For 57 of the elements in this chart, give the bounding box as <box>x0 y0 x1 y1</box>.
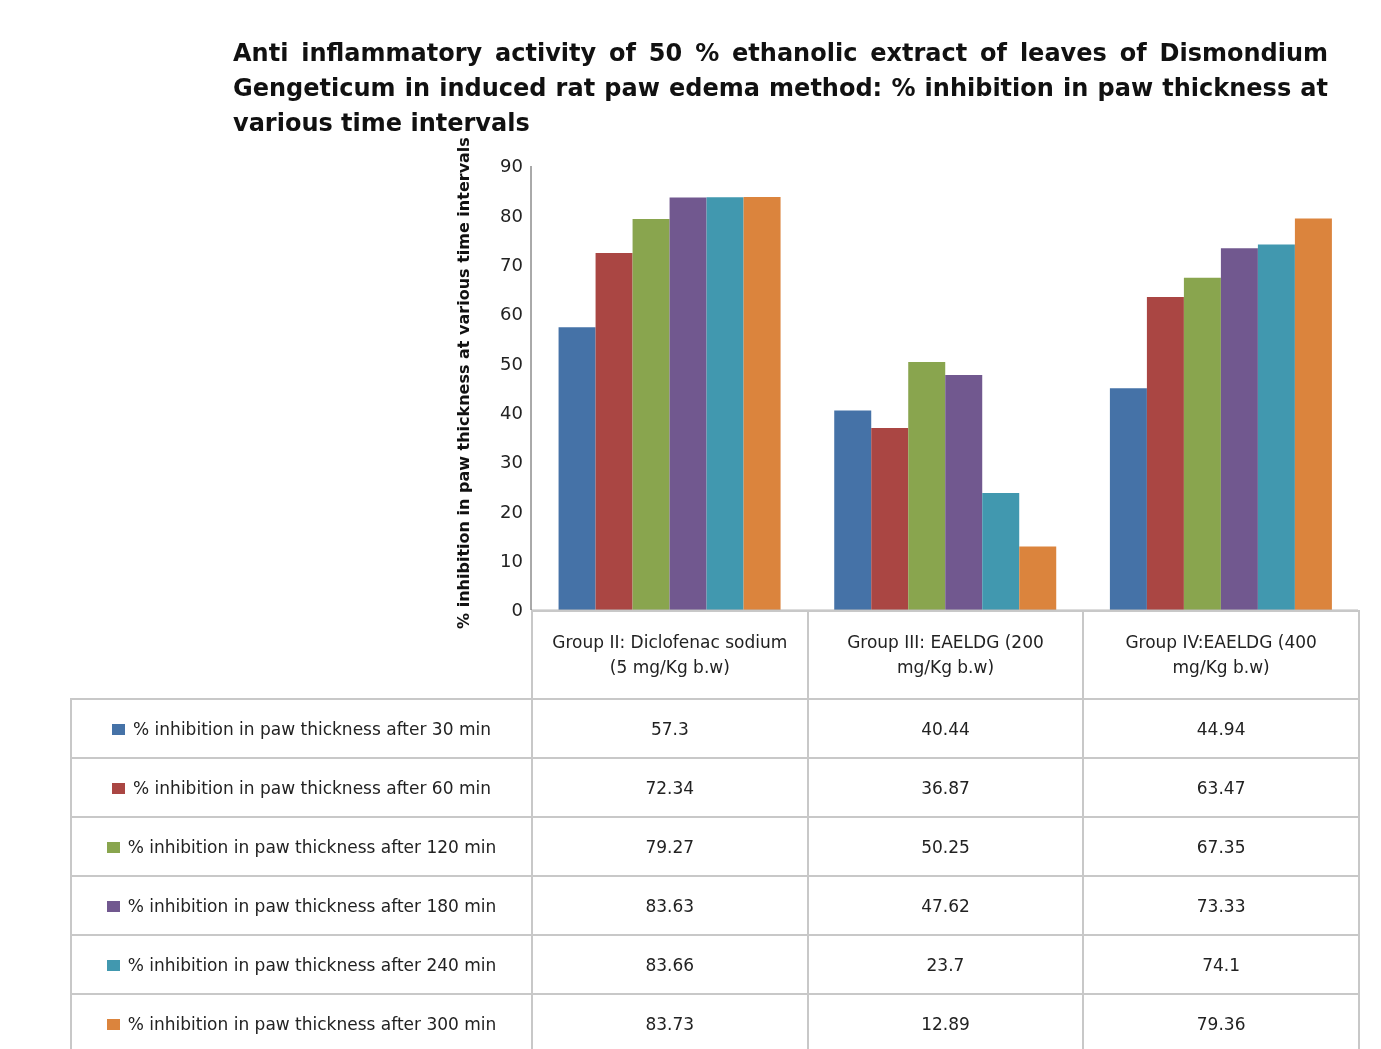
x-tick-label: Group II: Diclofenac sodium (5 mg/Kg b.w) <box>532 611 808 699</box>
bar <box>1019 546 1057 610</box>
legend-label: % inhibition in paw thickness after 120 min <box>127 836 497 857</box>
data-label: 44.94 <box>1083 699 1359 758</box>
bar <box>669 197 707 610</box>
bar <box>743 196 781 610</box>
bar <box>1146 296 1184 610</box>
bar <box>632 218 670 610</box>
data-label: 79.36 <box>1083 994 1359 1049</box>
data-label: 47.62 <box>807 876 1084 935</box>
data-label: 23.7 <box>807 935 1084 994</box>
bar <box>558 327 596 610</box>
data-label: 83.73 <box>532 994 808 1049</box>
y-axis-title: % inhibition in paw thickness at various time intervals <box>453 137 473 629</box>
chart-title: Anti inflammatory activity of 50 % ethanolic extract of leaves of Dismondium Gengeticum in induced rat paw edema method: % inhibition in paw thickness at various time intervals <box>233 39 1328 137</box>
y-tick-label: 80 <box>500 204 523 226</box>
y-tick-label: 90 <box>500 155 523 177</box>
y-tick-label: 60 <box>500 303 523 325</box>
data-label: 74.1 <box>1083 935 1359 994</box>
bar <box>871 428 909 610</box>
x-tick-label: Group III: EAELDG (200 mg/Kg b.w) <box>807 611 1084 699</box>
y-tick-label: 40 <box>500 402 523 424</box>
bar <box>1220 248 1258 610</box>
bar <box>706 197 744 610</box>
bar <box>1183 277 1221 610</box>
y-tick-label: 70 <box>500 254 523 276</box>
legend-label: % inhibition in paw thickness after 300 min <box>127 1013 497 1034</box>
data-label: 63.47 <box>1083 758 1359 817</box>
legend-label: % inhibition in paw thickness after 30 min <box>133 718 491 739</box>
legend-label: % inhibition in paw thickness after 60 min <box>133 777 491 798</box>
data-label: 83.66 <box>532 935 808 994</box>
bar <box>908 362 946 610</box>
data-label: 83.63 <box>532 876 808 935</box>
data-label: 36.87 <box>807 758 1084 817</box>
bar <box>595 253 633 610</box>
data-label: 40.44 <box>807 699 1084 758</box>
data-label: 73.33 <box>1083 876 1359 935</box>
legend-label: % inhibition in paw thickness after 240 min <box>127 954 497 975</box>
x-tick-label: Group IV:EAELDG (400 mg/Kg b.w) <box>1083 611 1359 699</box>
y-tick-label: 30 <box>500 451 523 473</box>
data-label: 67.35 <box>1083 817 1359 876</box>
data-label: 79.27 <box>532 817 808 876</box>
y-tick-label: 50 <box>500 352 523 374</box>
y-tick-label: 10 <box>500 550 523 572</box>
bar <box>982 493 1020 610</box>
bar <box>945 375 983 610</box>
legend-label: % inhibition in paw thickness after 180 min <box>127 895 497 916</box>
data-label: 12.89 <box>807 994 1084 1049</box>
y-tick-label: 0 <box>511 599 523 621</box>
data-label: 57.3 <box>532 699 808 758</box>
data-label: 72.34 <box>532 758 808 817</box>
bar <box>1257 244 1295 610</box>
bar <box>834 410 872 610</box>
y-tick-label: 20 <box>500 500 523 522</box>
bar <box>1294 218 1332 610</box>
bar <box>1109 388 1147 610</box>
data-label: 50.25 <box>807 817 1084 876</box>
